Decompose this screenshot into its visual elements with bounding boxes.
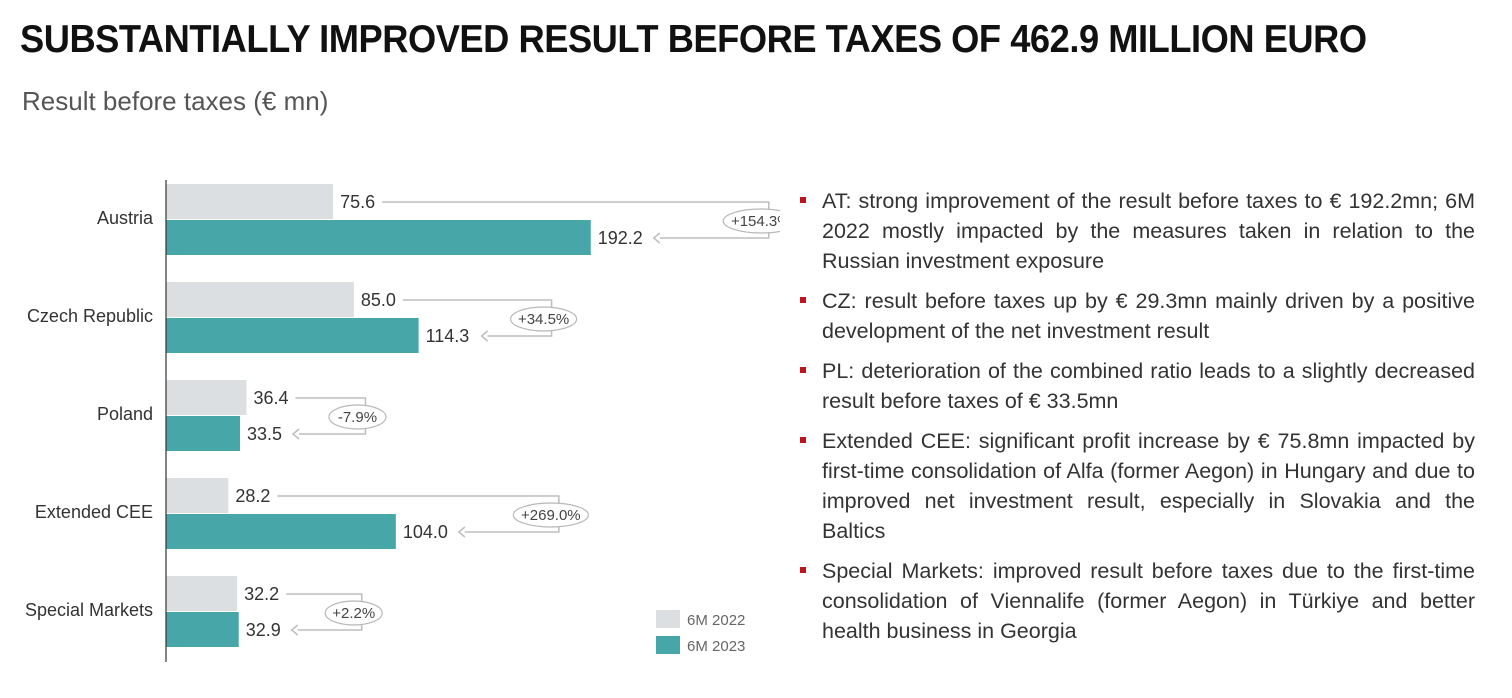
value-label-2023: 114.3 (426, 326, 470, 346)
bar-6m-2022 (166, 576, 238, 611)
change-badge (510, 306, 578, 332)
change-label: +154.3% (731, 213, 780, 230)
change-arrow-icon (291, 428, 300, 440)
bar-6m-2023 (166, 220, 591, 255)
category-label: Poland (97, 404, 153, 424)
bar-6m-2023 (166, 318, 419, 353)
value-label-2022: 36.4 (253, 388, 288, 408)
bullet-poland: PL: deterioration of the combined ratio … (800, 356, 1475, 416)
legend-swatch-2022 (656, 610, 680, 628)
category-label: Austria (97, 208, 154, 228)
bullet-special-markets: Special Markets: improved result before … (800, 556, 1475, 646)
chart-subtitle: Result before taxes (€ mn) (22, 86, 329, 116)
result-before-taxes-chart: Austria 75.6 192.2 +154.3% Czech Republic 85.… (25, 180, 780, 662)
legend-swatch-2023 (656, 636, 680, 654)
change-badge (324, 600, 383, 626)
bar-6m-2022 (166, 478, 229, 513)
change-label: +34.5% (518, 311, 569, 328)
change-arrow-icon (457, 526, 466, 538)
change-badge (722, 208, 780, 234)
category-label: Extended CEE (35, 502, 153, 522)
change-arrow-icon (480, 330, 489, 342)
value-label-2023: 33.5 (247, 424, 282, 444)
value-label-2023: 32.9 (246, 620, 281, 640)
bar-6m-2023 (166, 416, 241, 451)
bar-6m-2023 (166, 612, 239, 647)
legend-label-2023: 6M 2023 (687, 638, 745, 655)
bullet-czech-republic: CZ: result before taxes up by € 29.3mn m… (800, 286, 1475, 346)
value-label-2022: 28.2 (235, 486, 270, 506)
change-label: +2.2% (332, 605, 375, 622)
change-label: -7.9% (338, 409, 377, 426)
value-label-2023: 192.2 (598, 228, 643, 248)
bar-6m-2022 (166, 282, 354, 317)
change-arrow-icon (290, 624, 299, 636)
change-arrow-icon (652, 232, 661, 244)
page-title: SUBSTANTIALLY IMPROVED RESULT BEFORE TAX… (20, 18, 1367, 61)
change-label: +269.0% (521, 507, 581, 524)
value-label-2022: 32.2 (244, 584, 279, 604)
value-label-2023: 104.0 (403, 522, 448, 542)
bullet-austria: AT: strong improvement of the result bef… (800, 186, 1475, 276)
category-label: Czech Republic (27, 306, 153, 326)
change-badge (328, 404, 387, 430)
change-badge (512, 502, 589, 528)
value-label-2022: 85.0 (361, 290, 396, 310)
category-label: Special Markets (25, 600, 153, 620)
legend-label-2022: 6M 2022 (687, 612, 745, 629)
commentary-list: AT: strong improvement of the result bef… (800, 186, 1475, 656)
bar-6m-2022 (166, 380, 247, 415)
bar-6m-2022 (166, 184, 334, 219)
value-label-2022: 75.6 (340, 192, 375, 212)
bullet-extended-cee: Extended CEE: significant profit increas… (800, 426, 1475, 546)
bar-6m-2023 (166, 514, 396, 549)
